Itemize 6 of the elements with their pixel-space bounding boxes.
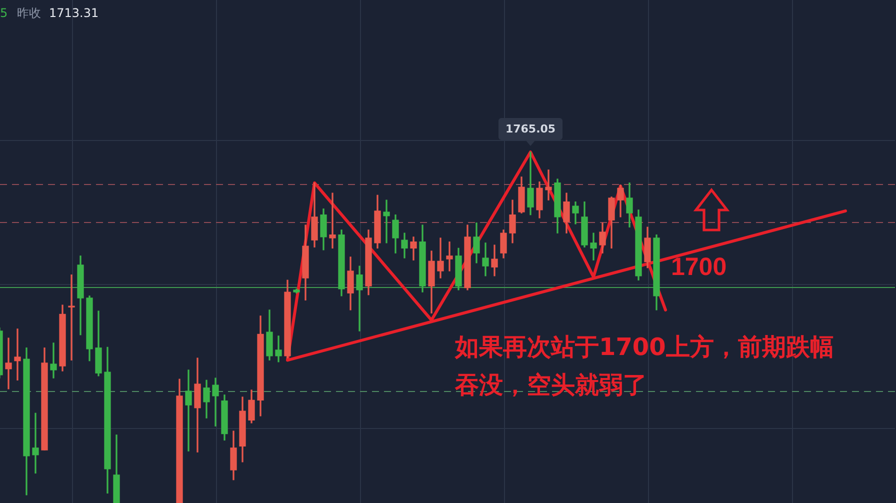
annotation: 1765.05 — [505, 122, 556, 136]
text: 1713.31 — [49, 6, 99, 20]
annotation: 如果再次站于1700上方，前期跌幅吞没，空头就弱了 — [454, 333, 834, 400]
text: 昨收 — [17, 6, 41, 20]
text: 5 — [0, 6, 8, 20]
annotation: 1700 — [671, 252, 727, 281]
